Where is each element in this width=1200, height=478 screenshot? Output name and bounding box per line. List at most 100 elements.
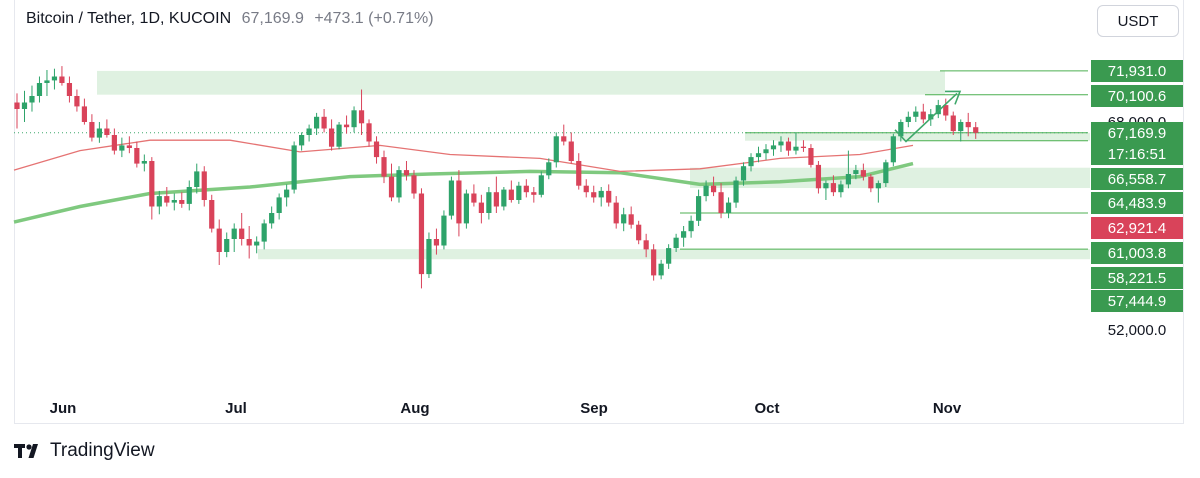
- candle-body: [216, 228, 222, 252]
- candle-body: [920, 111, 926, 120]
- candle-body: [830, 183, 837, 193]
- candle-body: [725, 202, 732, 213]
- candle-body: [269, 213, 275, 224]
- candle-body: [800, 146, 807, 148]
- candle-body: [336, 124, 342, 147]
- tradingview-logo-icon[interactable]: [14, 442, 44, 460]
- candle-body: [688, 220, 694, 232]
- candle-body: [276, 197, 282, 213]
- candle-body: [314, 116, 320, 129]
- price-chart[interactable]: JunJulAugSepOctNov68,000.052,000.071,931…: [0, 0, 1200, 430]
- price-label-box: [1091, 60, 1183, 82]
- x-tick-label: Jul: [225, 400, 247, 417]
- candle-body: [328, 128, 335, 147]
- candle-body: [291, 145, 297, 190]
- moving-average-long: [13, 161, 914, 224]
- price-label: 61,003.8: [1108, 245, 1166, 262]
- candle-body: [621, 214, 627, 224]
- price-label: 66,558.7: [1108, 171, 1166, 188]
- candle-body: [441, 215, 447, 246]
- x-tick-label: Jun: [50, 400, 77, 417]
- candle-body: [186, 187, 192, 204]
- candle-body: [628, 214, 634, 225]
- candle-body: [808, 148, 814, 165]
- candle-body: [718, 192, 724, 213]
- candle-body: [583, 185, 589, 193]
- candle-body: [531, 192, 537, 195]
- candle-body: [733, 180, 739, 203]
- candle-body: [171, 200, 177, 203]
- candle-body: [905, 116, 911, 122]
- candle-body: [523, 185, 529, 193]
- candle-body: [36, 83, 43, 96]
- price-label: 67,169.9: [1108, 125, 1166, 142]
- candle-body: [695, 196, 702, 221]
- candle-body: [838, 184, 844, 193]
- candle-body: [538, 175, 544, 195]
- moving-average-short: [13, 139, 914, 173]
- candle-body: [740, 166, 747, 181]
- candle-body: [928, 114, 934, 120]
- candle-body: [958, 122, 964, 132]
- candle-body: [561, 136, 567, 142]
- symbol-title[interactable]: Bitcoin / Tether, 1D, KUCOIN: [26, 10, 232, 27]
- candle-body: [478, 202, 484, 213]
- candle-body: [306, 128, 312, 135]
- candle-body: [898, 122, 904, 137]
- candle-body: [793, 146, 799, 151]
- arrow-head-icon: [945, 90, 962, 105]
- candle-body: [815, 164, 822, 189]
- footer: TradingView: [14, 440, 155, 462]
- candle-body: [104, 128, 110, 135]
- candle-body: [643, 240, 649, 250]
- zone-2: [690, 167, 1090, 189]
- candle-body: [81, 106, 88, 122]
- candle-body: [486, 192, 492, 213]
- candle-body: [448, 180, 455, 216]
- candle-body: [164, 196, 170, 203]
- price-label-box: [1091, 85, 1183, 107]
- brand-name[interactable]: TradingView: [50, 440, 155, 461]
- candle-body: [418, 193, 425, 275]
- candle-body: [463, 193, 469, 224]
- last-price: 67,169.9: [241, 10, 304, 27]
- candle-body: [613, 202, 619, 224]
- y-tick-label: 52,000.0: [1108, 322, 1166, 339]
- candle-body: [785, 141, 792, 151]
- candle-body: [358, 110, 365, 124]
- currency-button[interactable]: USDT: [1097, 5, 1179, 37]
- price-label: 17:16:51: [1108, 146, 1166, 163]
- candle-body: [658, 263, 664, 276]
- candle-body: [201, 171, 207, 200]
- candle-body: [508, 189, 514, 200]
- candle-body: [381, 157, 387, 177]
- candle-body: [845, 174, 851, 185]
- candle-body: [493, 192, 499, 207]
- candle-body: [29, 96, 35, 103]
- price-label-box: [1091, 168, 1183, 190]
- price-label: 57,444.9: [1108, 293, 1166, 310]
- candle-body: [426, 239, 432, 275]
- candle-body: [366, 123, 372, 142]
- candle-body: [66, 83, 73, 96]
- candle-body: [748, 157, 754, 167]
- price-label-box: [1091, 267, 1183, 289]
- candle-body: [681, 231, 687, 238]
- candle-body: [284, 189, 290, 198]
- candle-body: [261, 223, 267, 242]
- chart-header: Bitcoin / Tether, 1D, KUCOIN 67,169.9 +4…: [26, 10, 434, 28]
- candle-body: [501, 189, 507, 207]
- candle-body: [516, 185, 522, 200]
- price-label-box: [1091, 192, 1183, 214]
- x-tick-label: Oct: [754, 400, 779, 417]
- candle-body: [860, 170, 866, 177]
- candle-body: [636, 224, 642, 241]
- candle-body: [890, 136, 896, 163]
- candle-body: [59, 76, 65, 83]
- candle-body: [965, 122, 971, 128]
- candle-body: [755, 153, 762, 158]
- candle-body: [373, 141, 380, 158]
- candle-body: [96, 128, 102, 138]
- candle-body: [44, 80, 50, 83]
- candle-body: [673, 237, 679, 249]
